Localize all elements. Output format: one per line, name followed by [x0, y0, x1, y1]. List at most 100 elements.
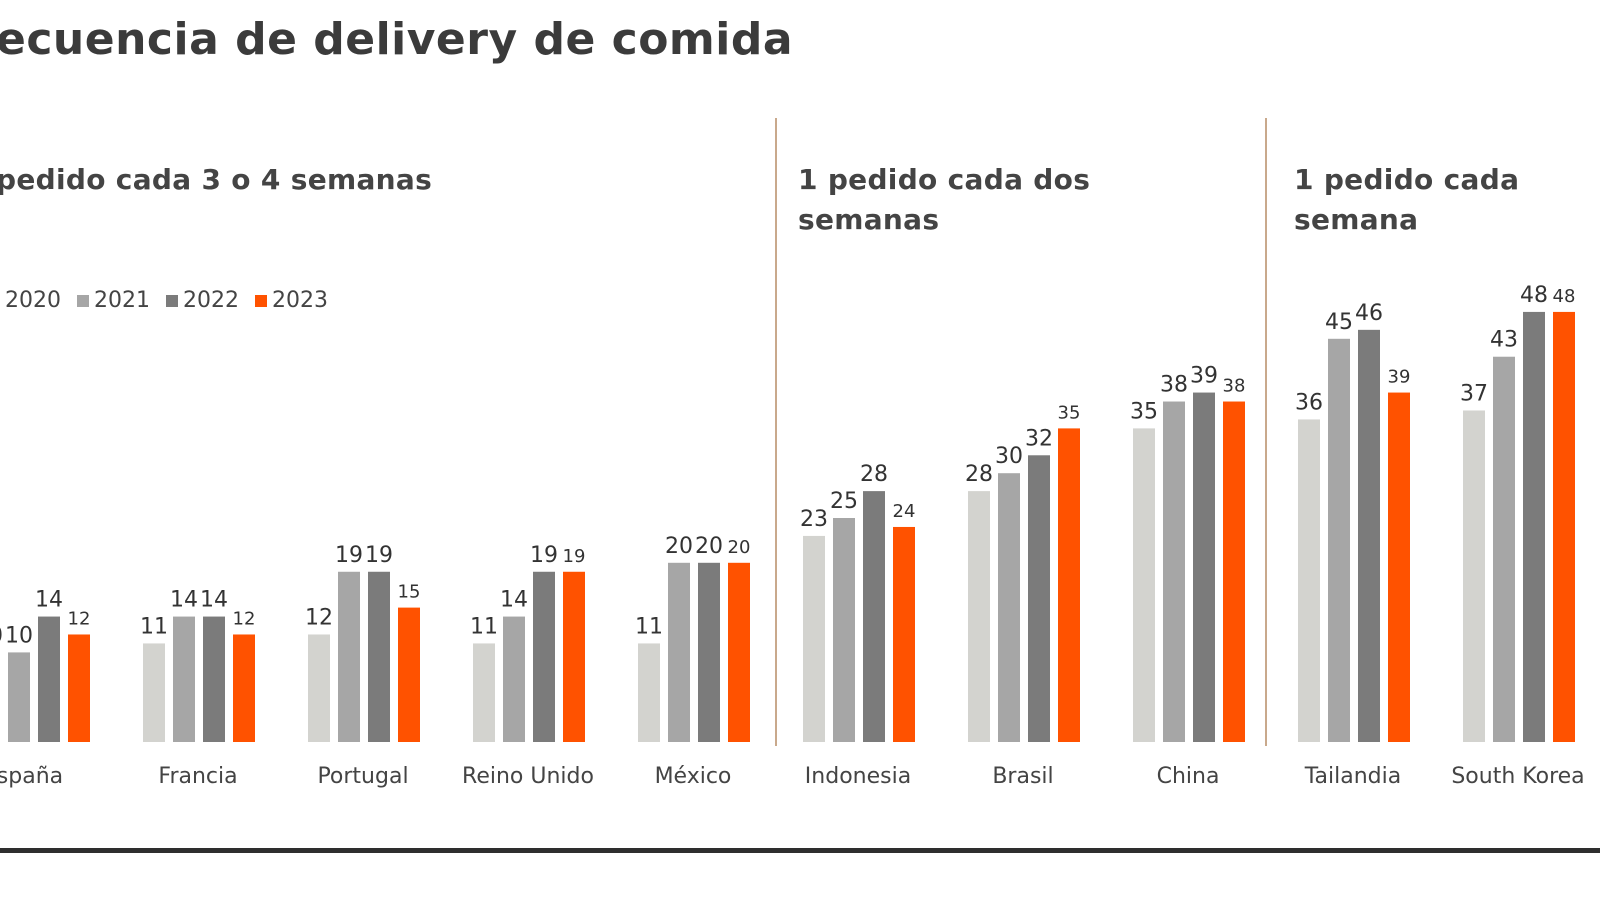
data-label: 38 [1160, 373, 1188, 398]
data-label: 11 [470, 614, 498, 639]
legend-item-2021: 2021 [77, 288, 150, 313]
legend-swatch [255, 294, 267, 307]
category-label: Brasil [992, 764, 1053, 789]
data-label: 35 [1058, 402, 1081, 423]
bar-2020 [473, 643, 495, 742]
bar-2021 [668, 562, 690, 742]
data-label: 45 [1325, 310, 1353, 335]
data-label: 12 [305, 605, 333, 630]
category-label: México [655, 764, 732, 789]
data-label: 30 [995, 444, 1023, 469]
data-label: 28 [860, 462, 888, 487]
data-label: 46 [1355, 301, 1383, 326]
bar-2020 [143, 643, 165, 742]
bar-2023 [1223, 401, 1245, 742]
bar-2023 [563, 571, 585, 742]
bar-2021 [1328, 338, 1350, 742]
bar-2020 [968, 491, 990, 742]
data-label: 11 [140, 614, 168, 639]
bar-2023 [398, 607, 420, 742]
data-label: 14 [500, 588, 528, 613]
legend-item-2023: 2023 [255, 288, 328, 313]
bar-2021 [503, 616, 525, 742]
category-label: Reino Unido [462, 764, 594, 789]
data-label: 20 [665, 534, 693, 559]
data-label: 43 [1490, 328, 1518, 353]
data-label: 48 [1553, 286, 1576, 307]
data-label: 25 [830, 489, 858, 514]
legend-swatch [77, 294, 89, 307]
category-label: España [0, 764, 63, 789]
legend-label: 2023 [272, 288, 328, 313]
bar-2022 [1028, 455, 1050, 742]
data-label: 36 [1295, 390, 1323, 415]
bar-2023 [1388, 392, 1410, 742]
data-label: 14 [170, 588, 198, 613]
data-label: 48 [1520, 283, 1548, 308]
bar-2023 [893, 526, 915, 742]
data-label: 28 [965, 462, 993, 487]
legend-item-2022: 2022 [166, 288, 239, 313]
bar-2020 [638, 643, 660, 742]
chart-title: ecuencia de delivery de comida [0, 14, 794, 65]
data-label: 39 [1190, 364, 1218, 389]
section-label-biweekly: 1 pedido cada dos semanas [798, 163, 1091, 236]
bar-2023 [1058, 428, 1080, 742]
data-label: 19 [563, 546, 586, 567]
bar-2021 [338, 571, 360, 742]
legend-label: 2020 [5, 288, 61, 313]
data-label: 38 [1223, 376, 1246, 397]
bar-2022 [1523, 311, 1545, 742]
bar-2023 [1553, 311, 1575, 742]
bar-2022 [203, 616, 225, 742]
bar-2022 [38, 616, 60, 742]
bar-2022 [698, 562, 720, 742]
bar-2020 [1463, 410, 1485, 742]
legend-swatch [166, 294, 178, 307]
data-label: 10 [0, 623, 3, 648]
data-label: 39 [1388, 367, 1411, 388]
bar-2022 [1193, 392, 1215, 742]
category-label: Indonesia [805, 764, 911, 789]
bar-2022 [1358, 329, 1380, 742]
bar-2021 [173, 616, 195, 742]
data-label: 19 [365, 543, 393, 568]
data-label: 14 [35, 588, 63, 613]
data-label: 12 [233, 608, 256, 629]
bar-2020 [803, 535, 825, 742]
data-label: 19 [530, 543, 558, 568]
bottom-rule [0, 848, 1600, 853]
data-label: 20 [695, 534, 723, 559]
bar-2023 [728, 562, 750, 742]
legend-item-2020: 2020 [0, 288, 61, 313]
category-label: South Korea [1451, 764, 1584, 789]
data-label: 24 [893, 501, 916, 522]
bar-2021 [833, 518, 855, 742]
category-label: Francia [158, 764, 237, 789]
legend-label: 2022 [183, 288, 239, 313]
data-label: 10 [5, 623, 33, 648]
bar-2020 [1298, 419, 1320, 742]
category-label: China [1157, 764, 1220, 789]
legend: 2020 2021 2022 2023 [0, 288, 328, 313]
section-label-monthly: pedido cada 3 o 4 semanas [0, 163, 433, 196]
bar-2022 [863, 491, 885, 742]
data-label: 12 [68, 608, 91, 629]
category-label: Tailandia [1304, 764, 1402, 789]
bar-2021 [1493, 356, 1515, 742]
data-label: 11 [635, 614, 663, 639]
bar-2021 [998, 473, 1020, 742]
bar-2023 [233, 634, 255, 742]
bar-2022 [533, 571, 555, 742]
bar-2021 [8, 652, 30, 742]
data-label: 20 [728, 537, 751, 558]
section-divider [1265, 118, 1267, 746]
section-divider [775, 118, 777, 746]
data-label: 23 [800, 507, 828, 532]
data-label: 37 [1460, 381, 1488, 406]
category-label: Portugal [317, 764, 408, 789]
bar-2022 [368, 571, 390, 742]
bar-2023 [68, 634, 90, 742]
data-label: 19 [335, 543, 363, 568]
